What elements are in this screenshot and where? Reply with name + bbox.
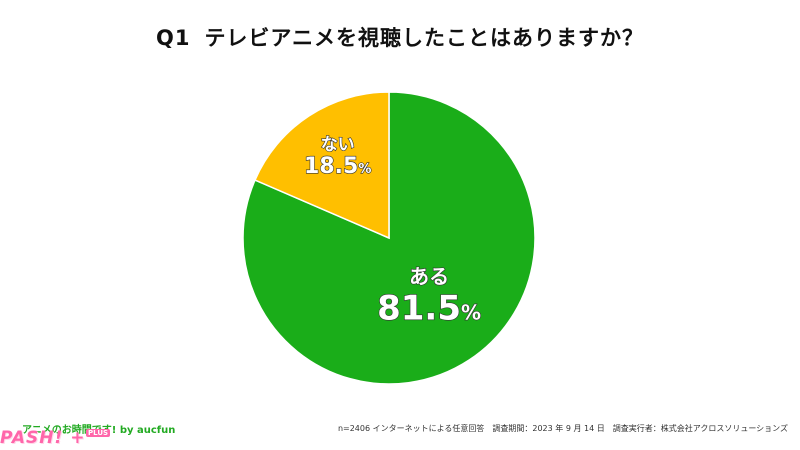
question-number: Q1 xyxy=(155,26,191,50)
question-text: テレビアニメを視聴したことはありますか？ xyxy=(204,26,645,50)
survey-note: n=2406 インターネットによる任意回答 調査期間：2023 年 9 月 14… xyxy=(337,424,788,433)
slice-value-nai: 18.5% xyxy=(304,154,371,179)
slice-value-aru: 81.5% xyxy=(377,288,481,328)
chart-title: Q1 テレビアニメを視聴したことはありますか？ xyxy=(0,22,800,52)
pie-slice-nai xyxy=(254,91,390,240)
slice-label-aru: ある xyxy=(409,265,449,289)
pash-plus-logo-sub: PLUS xyxy=(86,429,111,437)
pash-plus-logo[interactable]: PASH! + xyxy=(0,428,86,448)
slice-label-nai: ない xyxy=(321,135,355,155)
